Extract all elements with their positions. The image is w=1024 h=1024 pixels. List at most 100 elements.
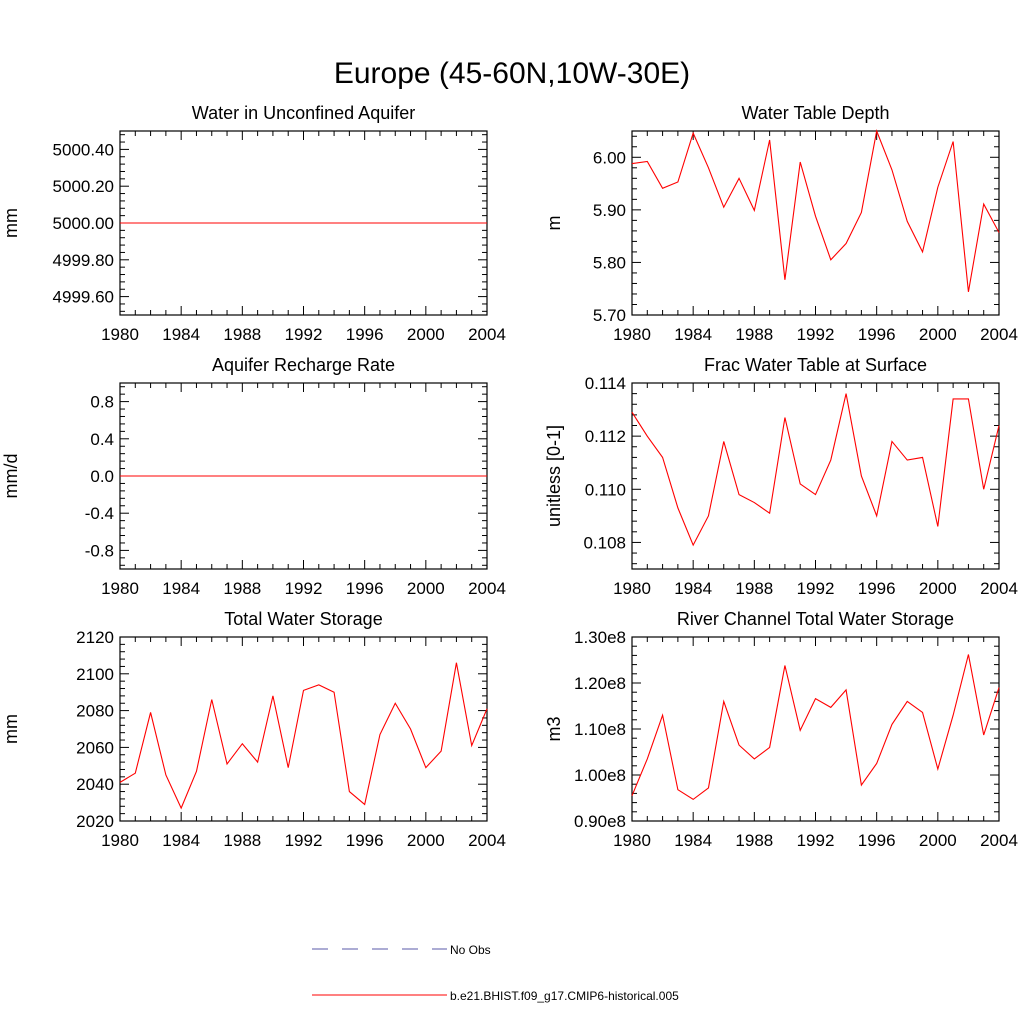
panel-title: Aquifer Recharge Rate: [212, 355, 395, 375]
x-tick-label: 1996: [346, 831, 384, 850]
x-tick-label: 2004: [980, 831, 1018, 850]
y-tick-label: 0.8: [90, 393, 114, 412]
y-tick-label: 5000.00: [53, 214, 114, 233]
x-tick-label: 1988: [735, 325, 773, 344]
x-tick-label: 2004: [468, 831, 506, 850]
x-tick-label: 1996: [858, 831, 896, 850]
y-tick-label: 2020: [76, 812, 114, 831]
x-tick-label: 2000: [407, 325, 445, 344]
y-tick-label: 1.30e8: [574, 628, 626, 647]
panel-6: River Channel Total Water Storage 1980 198…: [544, 609, 1018, 850]
x-tick-label: 2000: [407, 831, 445, 850]
x-tick-label: 1980: [613, 579, 651, 598]
series-line-1: [119, 662, 488, 810]
y-tick-label: 4999.80: [53, 251, 114, 270]
x-tick-label: 1984: [162, 325, 200, 344]
panel-4: Frac Water Table at Surface 1980 1984 1988 1…: [544, 355, 1018, 598]
x-tick-label: 1996: [858, 579, 896, 598]
panel-5: Total Water Storage 1980 1984 1988 1992 1996 2…: [1, 609, 506, 850]
x-tick-label: 1988: [735, 831, 773, 850]
x-tick-label: 1984: [162, 579, 200, 598]
y-tick-label: 2100: [76, 665, 114, 684]
y-tick-label: 2080: [76, 702, 114, 721]
legend: No Obs b.e21.BHIST.f09_g17.CMIP6-histori…: [312, 943, 679, 1003]
plot-frame: [119, 636, 488, 822]
series-line-1: [631, 393, 1000, 547]
x-tick-label: 1992: [797, 325, 835, 344]
x-tick-label: 2004: [980, 325, 1018, 344]
y-tick-label: 5000.20: [53, 177, 114, 196]
x-tick-label: 1984: [674, 579, 712, 598]
panel-title: Frac Water Table at Surface: [704, 355, 927, 375]
x-tick-label: 1992: [797, 579, 835, 598]
panel-title: Water in Unconfined Aquifer: [192, 103, 415, 123]
x-tick-label: 1992: [285, 325, 323, 344]
legend-label-no-obs: No Obs: [450, 943, 491, 957]
x-tick-label: 1980: [101, 325, 139, 344]
y-tick-label: 1.20e8: [574, 674, 626, 693]
x-tick-label: 1980: [613, 325, 651, 344]
y-tick-label: 5.90: [593, 201, 626, 220]
x-tick-label: 1988: [223, 325, 261, 344]
series-line-1: [631, 654, 1000, 801]
x-tick-label: 1988: [223, 579, 261, 598]
legend-label-model: b.e21.BHIST.f09_g17.CMIP6-historical.005: [450, 989, 679, 1003]
plot-frame: [631, 130, 1000, 316]
plot-frame: [631, 636, 1000, 822]
x-tick-label: 1988: [223, 831, 261, 850]
y-tick-label: 1.10e8: [574, 720, 626, 739]
series-line-1: [631, 129, 1000, 292]
page-title: Europe (45-60N,10W-30E): [334, 57, 690, 90]
panels: Water in Unconfined Aquifer 1980 1984 1988 1…: [1, 103, 1018, 850]
x-tick-label: 2000: [919, 579, 957, 598]
y-axis-label: mm: [1, 208, 21, 238]
y-axis-label: mm/d: [1, 454, 21, 499]
panel-1: Water in Unconfined Aquifer 1980 1984 1988 1…: [1, 103, 506, 344]
y-tick-label: 5.70: [593, 306, 626, 325]
y-tick-label: 1.00e8: [574, 766, 626, 785]
y-tick-label: 2060: [76, 738, 114, 757]
panel-2: Water Table Depth 1980 1984 1988 1992 1996 200…: [544, 103, 1018, 344]
y-axis-label: m3: [544, 716, 564, 741]
x-tick-label: 1980: [101, 579, 139, 598]
y-tick-label: 0.114: [585, 374, 626, 393]
y-tick-label: 5000.40: [53, 140, 114, 159]
x-tick-label: 1992: [285, 579, 323, 598]
x-tick-label: 2004: [980, 579, 1018, 598]
x-tick-label: 1992: [285, 831, 323, 850]
y-tick-label: 0.90e8: [574, 812, 626, 831]
y-tick-label: 2040: [76, 775, 114, 794]
x-tick-label: 2000: [919, 831, 957, 850]
y-axis-label: m: [544, 216, 564, 231]
x-tick-label: 1984: [674, 325, 712, 344]
y-tick-label: 5.80: [593, 253, 626, 272]
x-tick-label: 1980: [101, 831, 139, 850]
y-axis-label: unitless [0-1]: [544, 425, 564, 527]
y-tick-label: 0.0: [90, 467, 114, 486]
y-tick-label: 2120: [76, 628, 114, 647]
x-tick-label: 1984: [162, 831, 200, 850]
x-tick-label: 1988: [735, 579, 773, 598]
x-tick-label: 1996: [858, 325, 896, 344]
y-tick-label: -0.4: [85, 504, 114, 523]
y-tick-label: 6.00: [593, 148, 626, 167]
y-tick-label: 0.112: [585, 427, 626, 446]
x-tick-label: 1996: [346, 325, 384, 344]
x-tick-label: 2004: [468, 325, 506, 344]
y-tick-label: -0.8: [85, 541, 114, 560]
x-tick-label: 1984: [674, 831, 712, 850]
y-tick-label: 0.108: [583, 533, 626, 552]
y-tick-label: 4999.60: [53, 288, 114, 307]
x-tick-label: 2004: [468, 579, 506, 598]
y-axis-label: mm: [1, 714, 21, 744]
x-tick-label: 1980: [613, 831, 651, 850]
x-tick-label: 1992: [797, 831, 835, 850]
y-tick-label: 0.110: [585, 480, 626, 499]
panel-title: River Channel Total Water Storage: [677, 609, 954, 629]
panel-title: Total Water Storage: [224, 609, 382, 629]
panel-3: Aquifer Recharge Rate 1980 1984 1988 1992 199…: [1, 355, 506, 598]
panel-title: Water Table Depth: [741, 103, 889, 123]
x-tick-label: 1996: [346, 579, 384, 598]
x-tick-label: 2000: [919, 325, 957, 344]
